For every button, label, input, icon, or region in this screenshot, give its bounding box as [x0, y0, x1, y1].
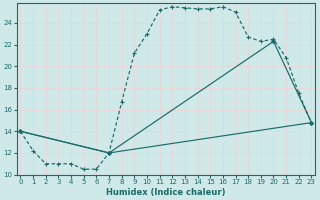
X-axis label: Humidex (Indice chaleur): Humidex (Indice chaleur): [106, 188, 226, 197]
